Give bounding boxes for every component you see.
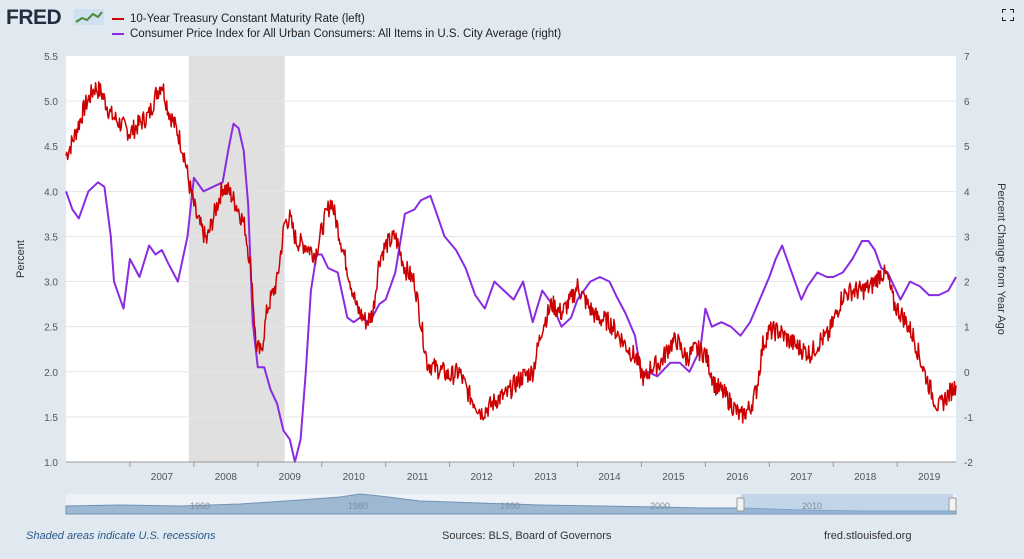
treasury-rate-line bbox=[65, 81, 957, 424]
fred-logo[interactable]: FRED bbox=[6, 6, 62, 29]
x-tick-label: 2018 bbox=[854, 472, 877, 483]
left-axis-title: Percent bbox=[15, 240, 27, 278]
navigator-handle-left[interactable] bbox=[736, 497, 745, 512]
right-tick-label: 6 bbox=[964, 97, 970, 108]
chart-legend: 10-Year Treasury Constant Maturity Rate … bbox=[112, 11, 561, 41]
legend-label-series1: 10-Year Treasury Constant Maturity Rate … bbox=[130, 12, 365, 25]
left-tick-label: 2.5 bbox=[44, 323, 58, 334]
x-tick-label: 2016 bbox=[726, 472, 749, 483]
x-tick-label: 2012 bbox=[470, 472, 493, 483]
left-tick-label: 1.0 bbox=[44, 458, 58, 469]
site-link[interactable]: fred.stlouisfed.org bbox=[824, 530, 912, 542]
right-tick-label: 2 bbox=[964, 278, 970, 289]
legend-item-series2[interactable]: Consumer Price Index for All Urban Consu… bbox=[112, 26, 561, 41]
fred-logo-graph-icon bbox=[74, 9, 104, 25]
right-tick-label: -2 bbox=[964, 458, 973, 469]
right-tick-label: 3 bbox=[964, 232, 970, 243]
right-tick-label: 0 bbox=[964, 368, 970, 379]
x-tick-label: 2019 bbox=[918, 472, 941, 483]
recession-shading bbox=[188, 56, 285, 462]
sources-text: Sources: BLS, Board of Governors bbox=[442, 530, 612, 542]
right-tick-label: 1 bbox=[964, 323, 970, 334]
gridlines bbox=[66, 100, 956, 418]
left-tick-label: 5.5 bbox=[44, 52, 58, 63]
navigator-label: 1960 bbox=[190, 501, 210, 511]
navigator-label: 2010 bbox=[802, 501, 822, 511]
x-tick-label: 2009 bbox=[279, 472, 302, 483]
left-tick-label: 2.0 bbox=[44, 368, 58, 379]
navigator-label: 2000 bbox=[650, 501, 670, 511]
right-tick-label: 7 bbox=[964, 52, 970, 63]
left-tick-label: 3.0 bbox=[44, 278, 58, 289]
navigator-selection[interactable] bbox=[741, 494, 953, 514]
left-tick-label: 1.5 bbox=[44, 413, 58, 424]
x-tick-label: 2007 bbox=[151, 472, 174, 483]
right-tick-label: 5 bbox=[964, 142, 970, 153]
cpi-line bbox=[65, 122, 957, 463]
chart-svg: 5.5 5.0 4.5 4.0 3.5 3.0 2.5 2.0 1.5 1.0 7 6 5 4 3 2 1 0 -1… bbox=[15, 52, 1007, 515]
legend-item-series1[interactable]: 10-Year Treasury Constant Maturity Rate … bbox=[112, 11, 561, 26]
x-tick-label: 2014 bbox=[598, 472, 621, 483]
x-tick-label: 2008 bbox=[215, 472, 238, 483]
axes-group: 5.5 5.0 4.5 4.0 3.5 3.0 2.5 2.0 1.5 1.0 7 6 5 4 3 2 1 0 -1… bbox=[44, 52, 973, 483]
x-tick-label: 2010 bbox=[343, 472, 366, 483]
x-tick-label: 2013 bbox=[534, 472, 557, 483]
time-navigator[interactable]: 1960 1980 1990 2000 2010 bbox=[65, 493, 957, 515]
navigator-area bbox=[65, 493, 957, 515]
navigator-label: 1980 bbox=[348, 501, 368, 511]
right-tick-label: -1 bbox=[964, 413, 973, 424]
x-tick-label: 2017 bbox=[790, 472, 813, 483]
navigator-handle-right[interactable] bbox=[948, 497, 957, 512]
series-cpi-group bbox=[65, 122, 957, 463]
navigator-labels: 1960 1980 1990 2000 2010 bbox=[190, 501, 822, 511]
right-axis-title: Percent Change from Year Ago bbox=[995, 183, 1007, 335]
left-tick-label: 4.0 bbox=[44, 187, 58, 198]
x-tick-label: 2015 bbox=[662, 472, 685, 483]
left-tick-label: 4.5 bbox=[44, 142, 58, 153]
recession-band bbox=[188, 56, 285, 462]
left-tick-label: 5.0 bbox=[44, 97, 58, 108]
legend-swatch-red bbox=[112, 17, 124, 20]
right-tick-label: 4 bbox=[964, 187, 970, 198]
left-tick-label: 3.5 bbox=[44, 232, 58, 243]
x-tick-label: 2011 bbox=[407, 472, 429, 483]
legend-label-series2: Consumer Price Index for All Urban Consu… bbox=[130, 27, 562, 40]
series-rate-group bbox=[65, 81, 957, 424]
legend-swatch-purple bbox=[112, 32, 124, 35]
navigator-label: 1990 bbox=[500, 501, 520, 511]
recession-note[interactable]: Shaded areas indicate U.S. recessions bbox=[26, 530, 216, 542]
